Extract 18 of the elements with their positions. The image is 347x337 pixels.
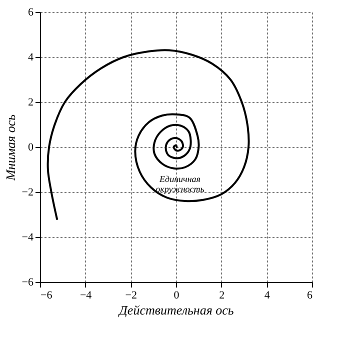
x-tick-label: 0 bbox=[174, 290, 180, 302]
x-tick-label: 2 bbox=[219, 290, 225, 302]
x-tick-label: 4 bbox=[264, 290, 270, 302]
x-axis-title: Действительная ось bbox=[117, 302, 234, 318]
x-tick-label: −6 bbox=[40, 290, 53, 302]
y-axis-title: Мнимая ось bbox=[2, 114, 18, 182]
y-tick-label: −6 bbox=[22, 276, 34, 288]
x-tick-label: −4 bbox=[80, 290, 92, 302]
y-tick-label: 6 bbox=[28, 6, 34, 18]
y-tick-label: −4 bbox=[22, 232, 34, 244]
y-tick-label: 4 bbox=[28, 52, 34, 64]
y-tick-label: −2 bbox=[22, 186, 34, 198]
y-tick-label: 0 bbox=[28, 142, 34, 154]
x-tick-label: 6 bbox=[307, 290, 313, 302]
annotation: Единичная окружность bbox=[156, 174, 204, 194]
line-series bbox=[46, 49, 250, 220]
x-tick-label: −2 bbox=[125, 290, 138, 302]
y-tick-label: 2 bbox=[28, 96, 34, 108]
